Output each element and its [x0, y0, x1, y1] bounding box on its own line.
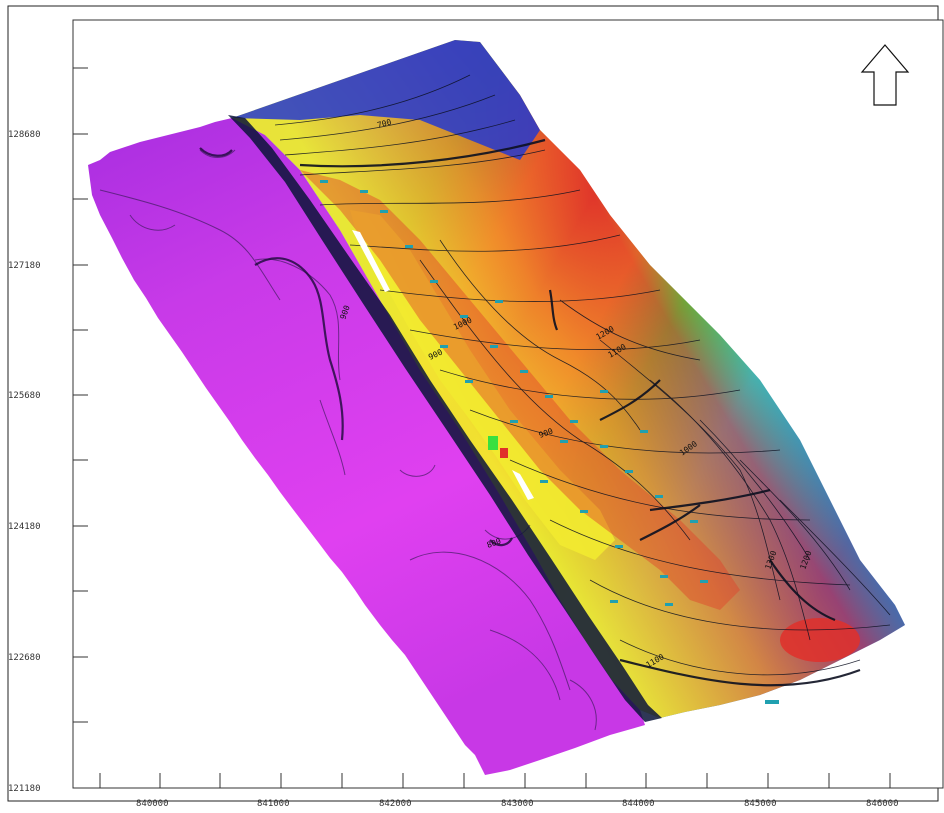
- x-tick-label: 846000: [866, 799, 899, 809]
- y-tick-label: 124180: [8, 522, 41, 532]
- north-arrow-icon: [860, 44, 910, 106]
- x-tick-label: 844000: [622, 799, 655, 809]
- y-tick-label: 121180: [8, 784, 41, 794]
- x-tick-label: 840000: [136, 799, 169, 809]
- x-axis-ticks: [99, 773, 891, 788]
- y-axis-labels: 128680 127180 125680 124180 122680 12118…: [8, 130, 41, 794]
- y-tick-label: 128680: [8, 130, 41, 140]
- contour-lines: [274, 74, 891, 676]
- well-markers: [320, 180, 779, 704]
- western-block: [88, 118, 645, 775]
- fault-zone: [228, 115, 662, 722]
- western-contours: [99, 149, 597, 731]
- x-axis-labels: 840000 841000 842000 843000 844000 84500…: [136, 799, 899, 809]
- y-tick-label: 125680: [8, 391, 41, 401]
- x-tick-label: 841000: [257, 799, 290, 809]
- contour-label: 700: [376, 117, 392, 129]
- y-tick-label: 122680: [8, 653, 41, 663]
- x-tick-label: 843000: [501, 799, 534, 809]
- x-tick-label: 845000: [744, 799, 777, 809]
- western-major-contours: [199, 147, 513, 547]
- y-tick-label: 127180: [8, 261, 41, 271]
- y-axis-ticks: [73, 67, 88, 723]
- major-contours: [299, 138, 861, 687]
- x-tick-label: 842000: [379, 799, 412, 809]
